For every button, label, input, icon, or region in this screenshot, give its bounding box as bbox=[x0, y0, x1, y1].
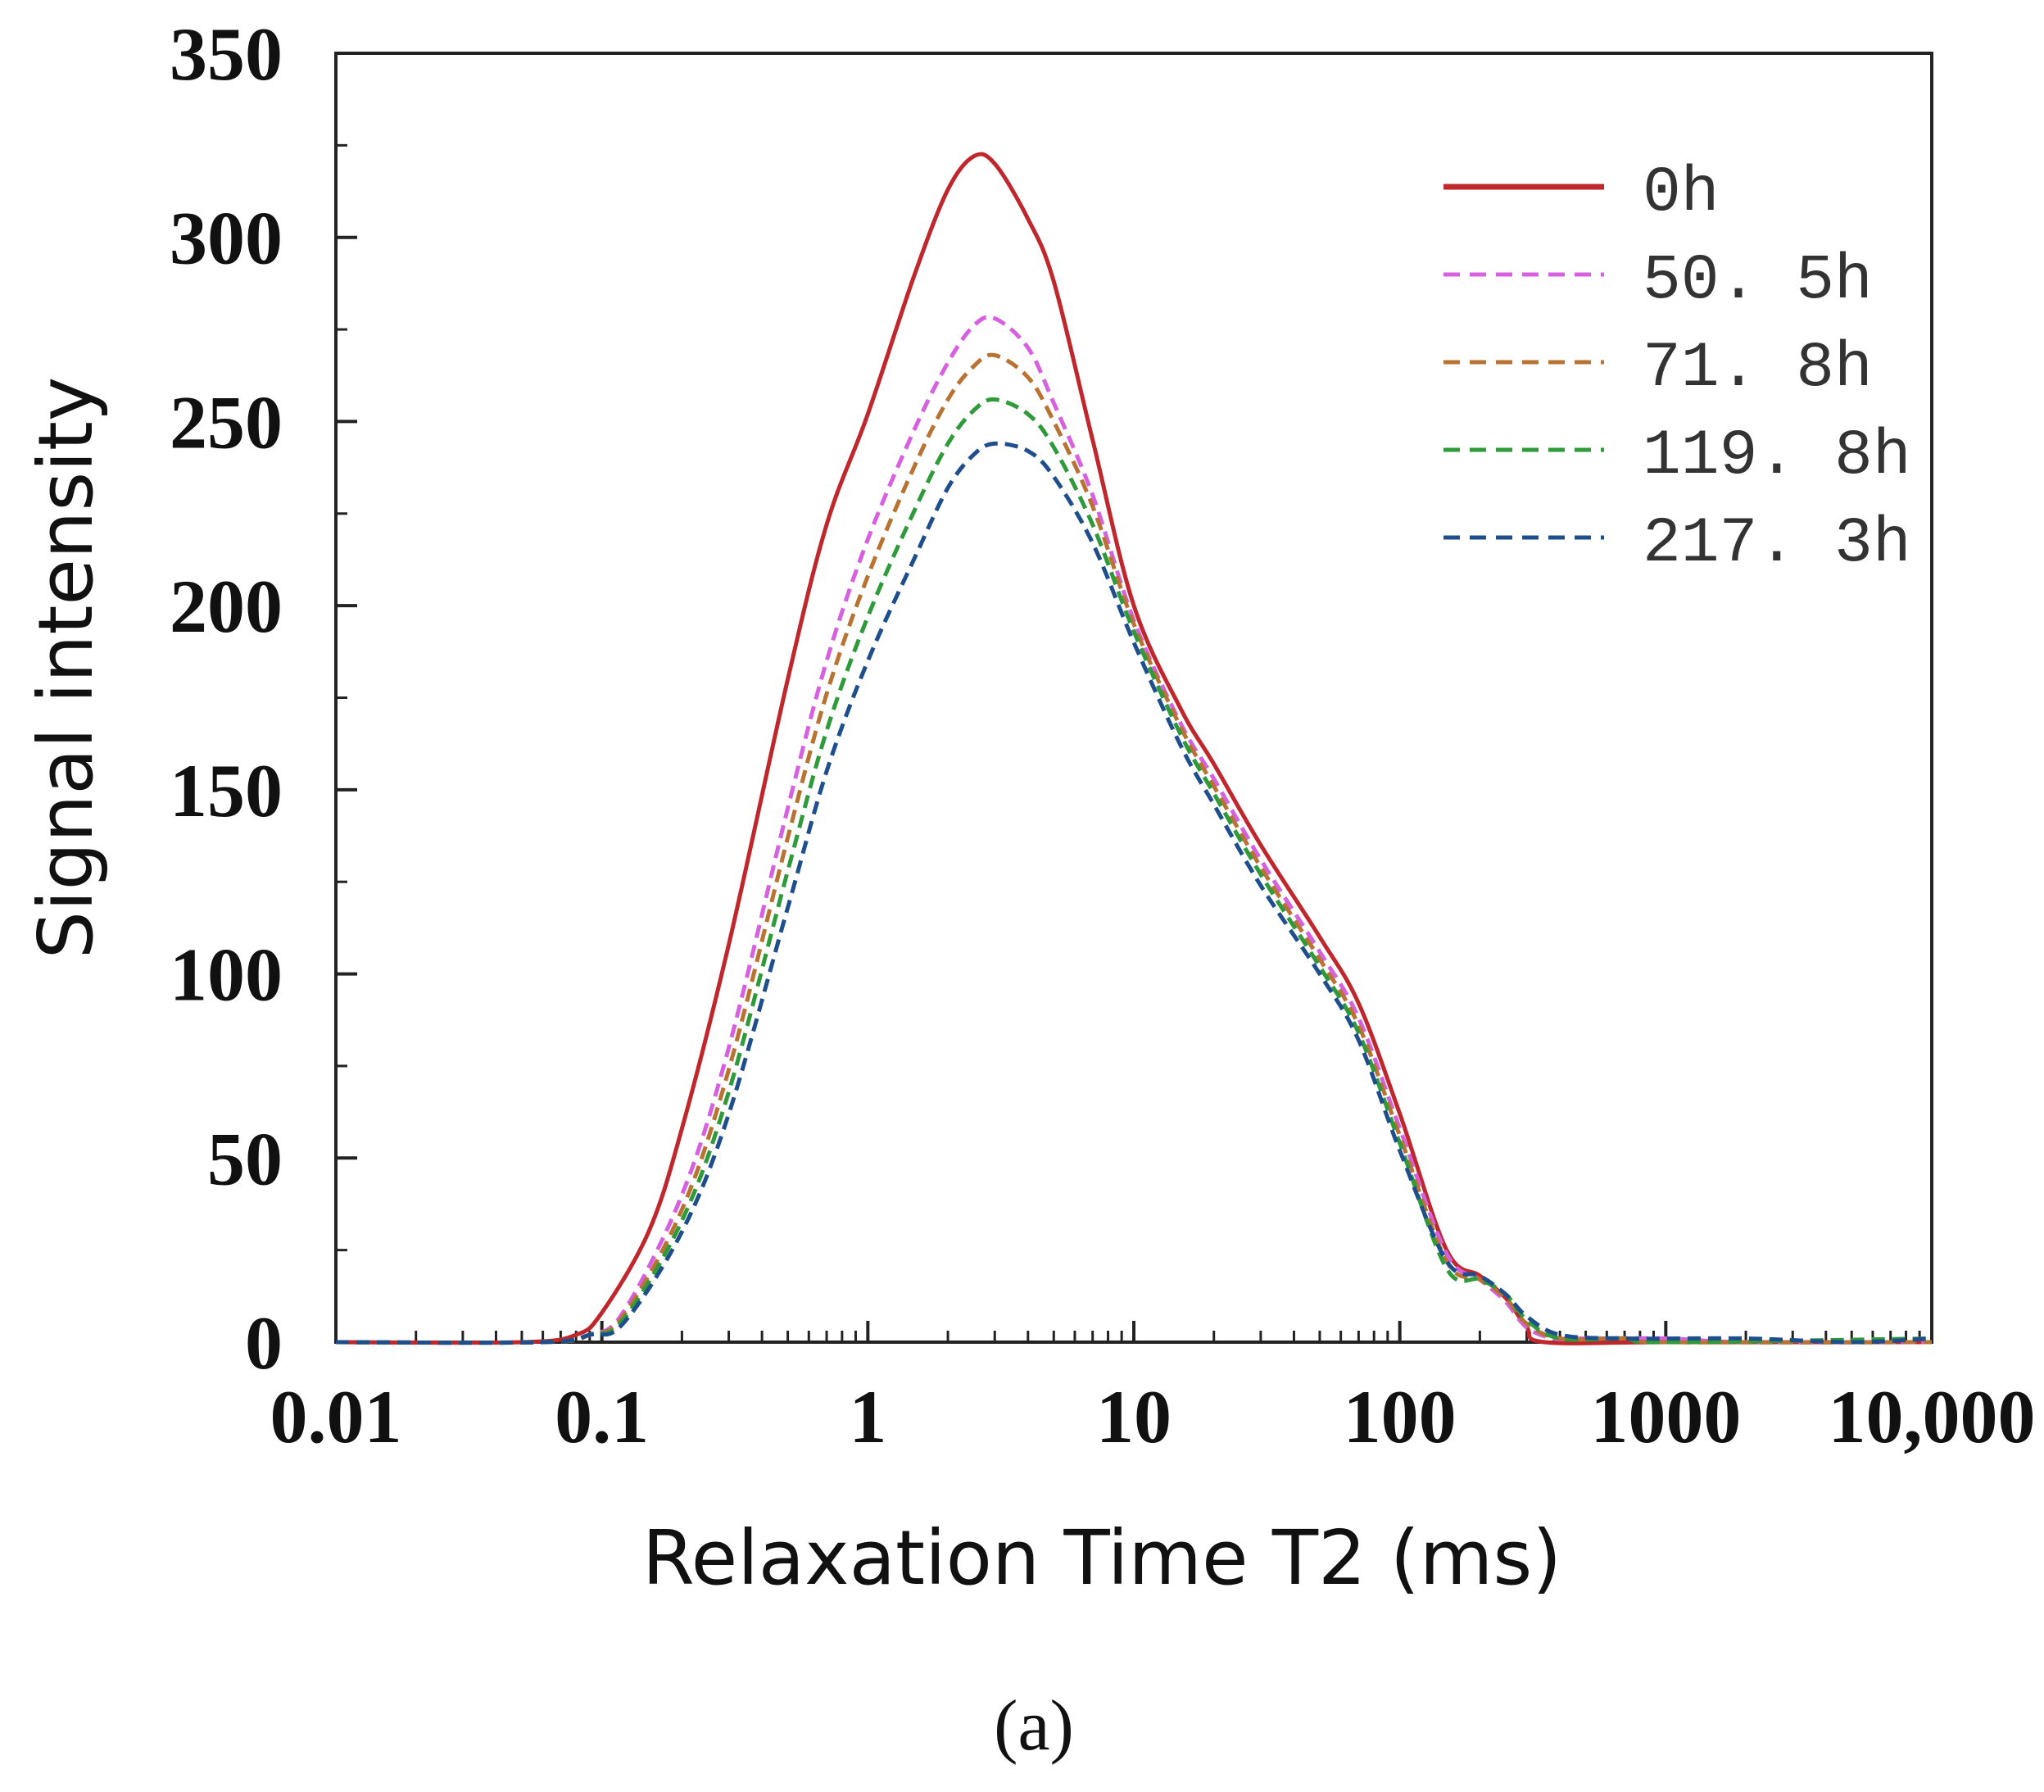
series-line bbox=[335, 315, 1933, 1345]
x-tick-label: 0.1 bbox=[555, 1375, 649, 1459]
y-axis: 0 50 100 150 200 250 300 350 bbox=[170, 12, 357, 1385]
x-tick-label: 0.01 bbox=[270, 1375, 402, 1459]
legend-label: 119. 8h bbox=[1643, 420, 1911, 492]
y-tick-label: 0 bbox=[245, 1301, 283, 1385]
x-axis-title: Relaxation Time T2 (ms) bbox=[642, 1514, 1561, 1602]
x-tick-label: 1 bbox=[849, 1375, 886, 1459]
y-tick-label: 200 bbox=[170, 565, 283, 648]
y-tick-label: 350 bbox=[170, 12, 283, 96]
legend-label: 71. 8h bbox=[1643, 333, 1873, 405]
series-line bbox=[335, 441, 1933, 1345]
x-tick-label: 10,000 bbox=[1829, 1375, 2036, 1459]
legend-label: 0h bbox=[1643, 157, 1720, 229]
y-tick-label: 250 bbox=[170, 380, 283, 464]
y-tick-label: 50 bbox=[207, 1117, 283, 1200]
y-axis-title: Signal intensity bbox=[22, 377, 110, 960]
x-tick-label: 100 bbox=[1344, 1375, 1457, 1459]
x-axis: 0.01 0.1 1 10 100 1000 10,000 bbox=[270, 1321, 2036, 1459]
x-tick-label: 10 bbox=[1096, 1375, 1172, 1459]
series-line bbox=[335, 352, 1933, 1345]
legend-label: 217. 3h bbox=[1643, 508, 1911, 580]
y-tick-label: 100 bbox=[170, 933, 283, 1017]
y-tick-label: 150 bbox=[170, 749, 283, 832]
legend: 0h 50. 5h 71. 8h 119. 8h 217. 3h bbox=[1443, 157, 1911, 580]
series-layer bbox=[335, 152, 1933, 1345]
legend-label: 50. 5h bbox=[1643, 245, 1873, 317]
y-tick-label: 300 bbox=[170, 197, 283, 280]
x-tick-label: 1000 bbox=[1590, 1375, 1741, 1459]
panel-label: (a) bbox=[994, 1686, 1074, 1766]
